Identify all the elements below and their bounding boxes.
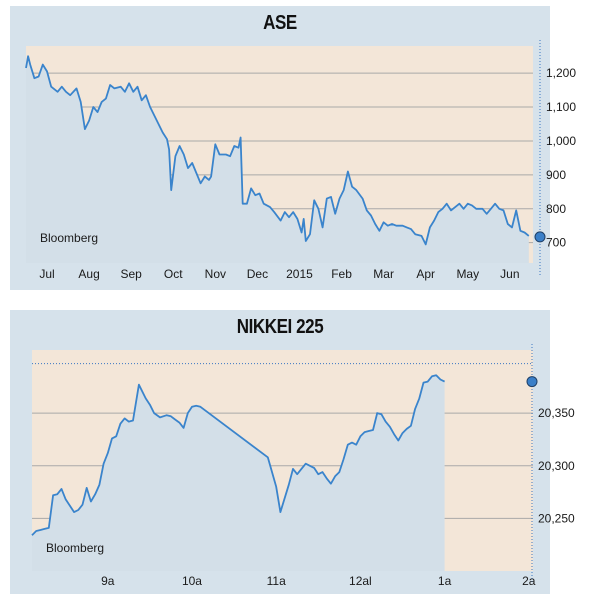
chart-0-x-tick-label: Feb [331,267,352,281]
chart-1-series-area [32,375,445,571]
chart-1-x-tick-label: 11a [267,574,286,588]
chart-0-x-tick-label: Sep [121,267,143,281]
chart-1-y-tick-label: 20,300 [538,459,575,473]
chart-0-x-tick-label: Aug [78,267,99,281]
chart-0-series-area [26,56,529,264]
chart-1-x-tick-label: 1a [438,574,452,588]
chart-0-y-tick-label: 800 [546,202,566,216]
chart-0-x-tick-label: Oct [164,267,183,281]
chart-1-y-tick-label: 20,250 [538,511,575,525]
chart-0-x-tick-label: 2015 [286,267,313,281]
chart-0-x-tick-label: May [456,267,479,281]
chart-1-x-tick-label: 9a [101,574,115,588]
chart-1-y-tick-label: 20,350 [538,406,575,420]
chart-1-x-tick-label: 12al [349,574,372,588]
nikkei-chart-panel: NIKKEI 225 20,250 20,300 20,350 9a 10a 11a 12a… [10,310,575,594]
nikkei-chart-svg: 20,250 20,300 20,350 9a 10a 11a 12al 1a 2a Bloomb… [31,344,575,588]
chart-0-source-label: Bloomberg [40,231,98,245]
chart-0-y-tick-label: 900 [546,168,566,182]
chart-0-series-line [25,55,530,246]
chart-0-y-tick-label: 1,000 [546,134,576,148]
nikkei-chart-title: NIKKEI 225 [236,316,324,338]
chart-0-x-tick-label: Jun [500,267,519,281]
chart-0-x-tick-label: Apr [416,267,435,281]
ase-chart-title: ASE [263,12,297,34]
chart-0-y-tick-label: 1,200 [546,66,576,80]
chart-1-source-label: Bloomberg [46,541,104,555]
chart-1-x-tick-label: 10a [182,574,202,588]
chart-0-y-tick-label: 1,100 [546,100,576,114]
chart-0-x-tick-label: Mar [373,267,394,281]
ase-chart-panel: ASE 700 800 900 1,000 1,100 1,200 Jul Aug Sep Oct… [10,6,576,290]
chart-1-series-line [31,374,446,536]
chart-0-x-tick-label: Jul [39,267,54,281]
chart-0-last-value-marker [534,231,546,243]
chart-0-x-tick-label: Nov [205,267,226,281]
chart-0-y-tick-label: 700 [546,236,566,250]
chart-1-x-tick-label: 2a [522,574,536,588]
chart-1-last-value-marker [526,376,538,388]
ase-chart-svg: 700 800 900 1,000 1,100 1,200 Jul Aug Sep Oct Nov D… [25,40,576,281]
chart-0-x-tick-label: Dec [247,267,268,281]
